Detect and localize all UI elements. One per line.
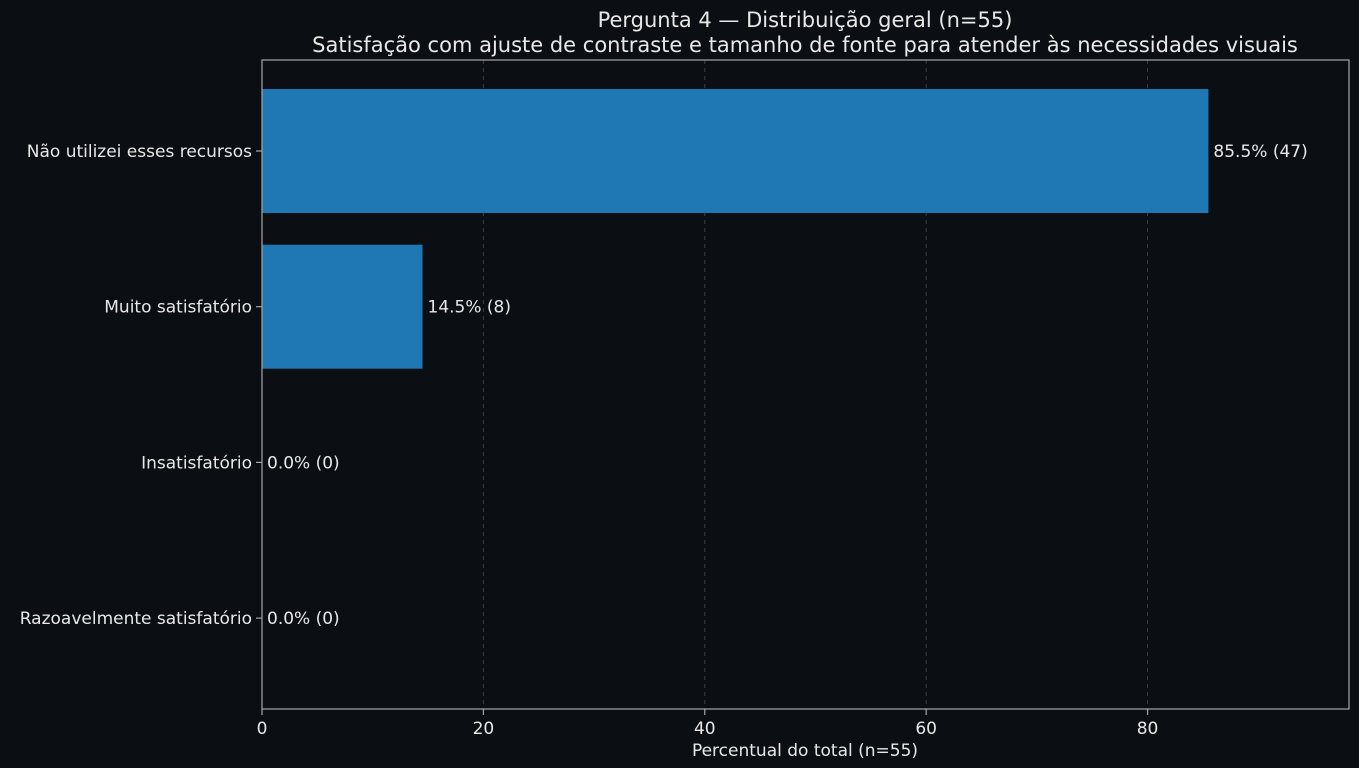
y-axis-categories: Não utilizei esses recursos Muito satisfa… (20, 142, 262, 629)
data-label: 85.5% (47) (1213, 142, 1307, 162)
data-label: 14.5% (8) (428, 298, 512, 318)
x-tick-label: 20 (473, 719, 495, 739)
bar (262, 89, 1209, 213)
x-axis-label: Percentual do total (n=55) (692, 741, 918, 761)
category-label: Insatisfatório (141, 453, 252, 473)
chart-subtitle: Satisfação com ajuste de contraste e tam… (312, 33, 1298, 57)
bar (262, 244, 423, 369)
x-tick-label: 40 (694, 719, 716, 739)
x-tick-label: 0 (257, 719, 268, 739)
data-labels: 85.5% (47) 14.5% (8) 0.0% (0) 0.0% (0) (267, 142, 1308, 629)
data-label: 0.0% (0) (267, 609, 340, 629)
category-label: Não utilizei esses recursos (27, 142, 252, 162)
category-label: Muito satisfatório (104, 298, 252, 318)
chart-title: Pergunta 4 — Distribuição geral (n=55) (598, 8, 1013, 32)
plot-frame (261, 59, 1350, 710)
x-tick-label: 60 (915, 719, 937, 739)
category-label: Razoavelmente satisfatório (20, 609, 252, 629)
data-label: 0.0% (0) (267, 453, 340, 473)
bars (262, 89, 1209, 369)
x-tick-label: 80 (1137, 719, 1159, 739)
x-axis-ticks: 0 20 40 60 80 (257, 709, 1159, 739)
